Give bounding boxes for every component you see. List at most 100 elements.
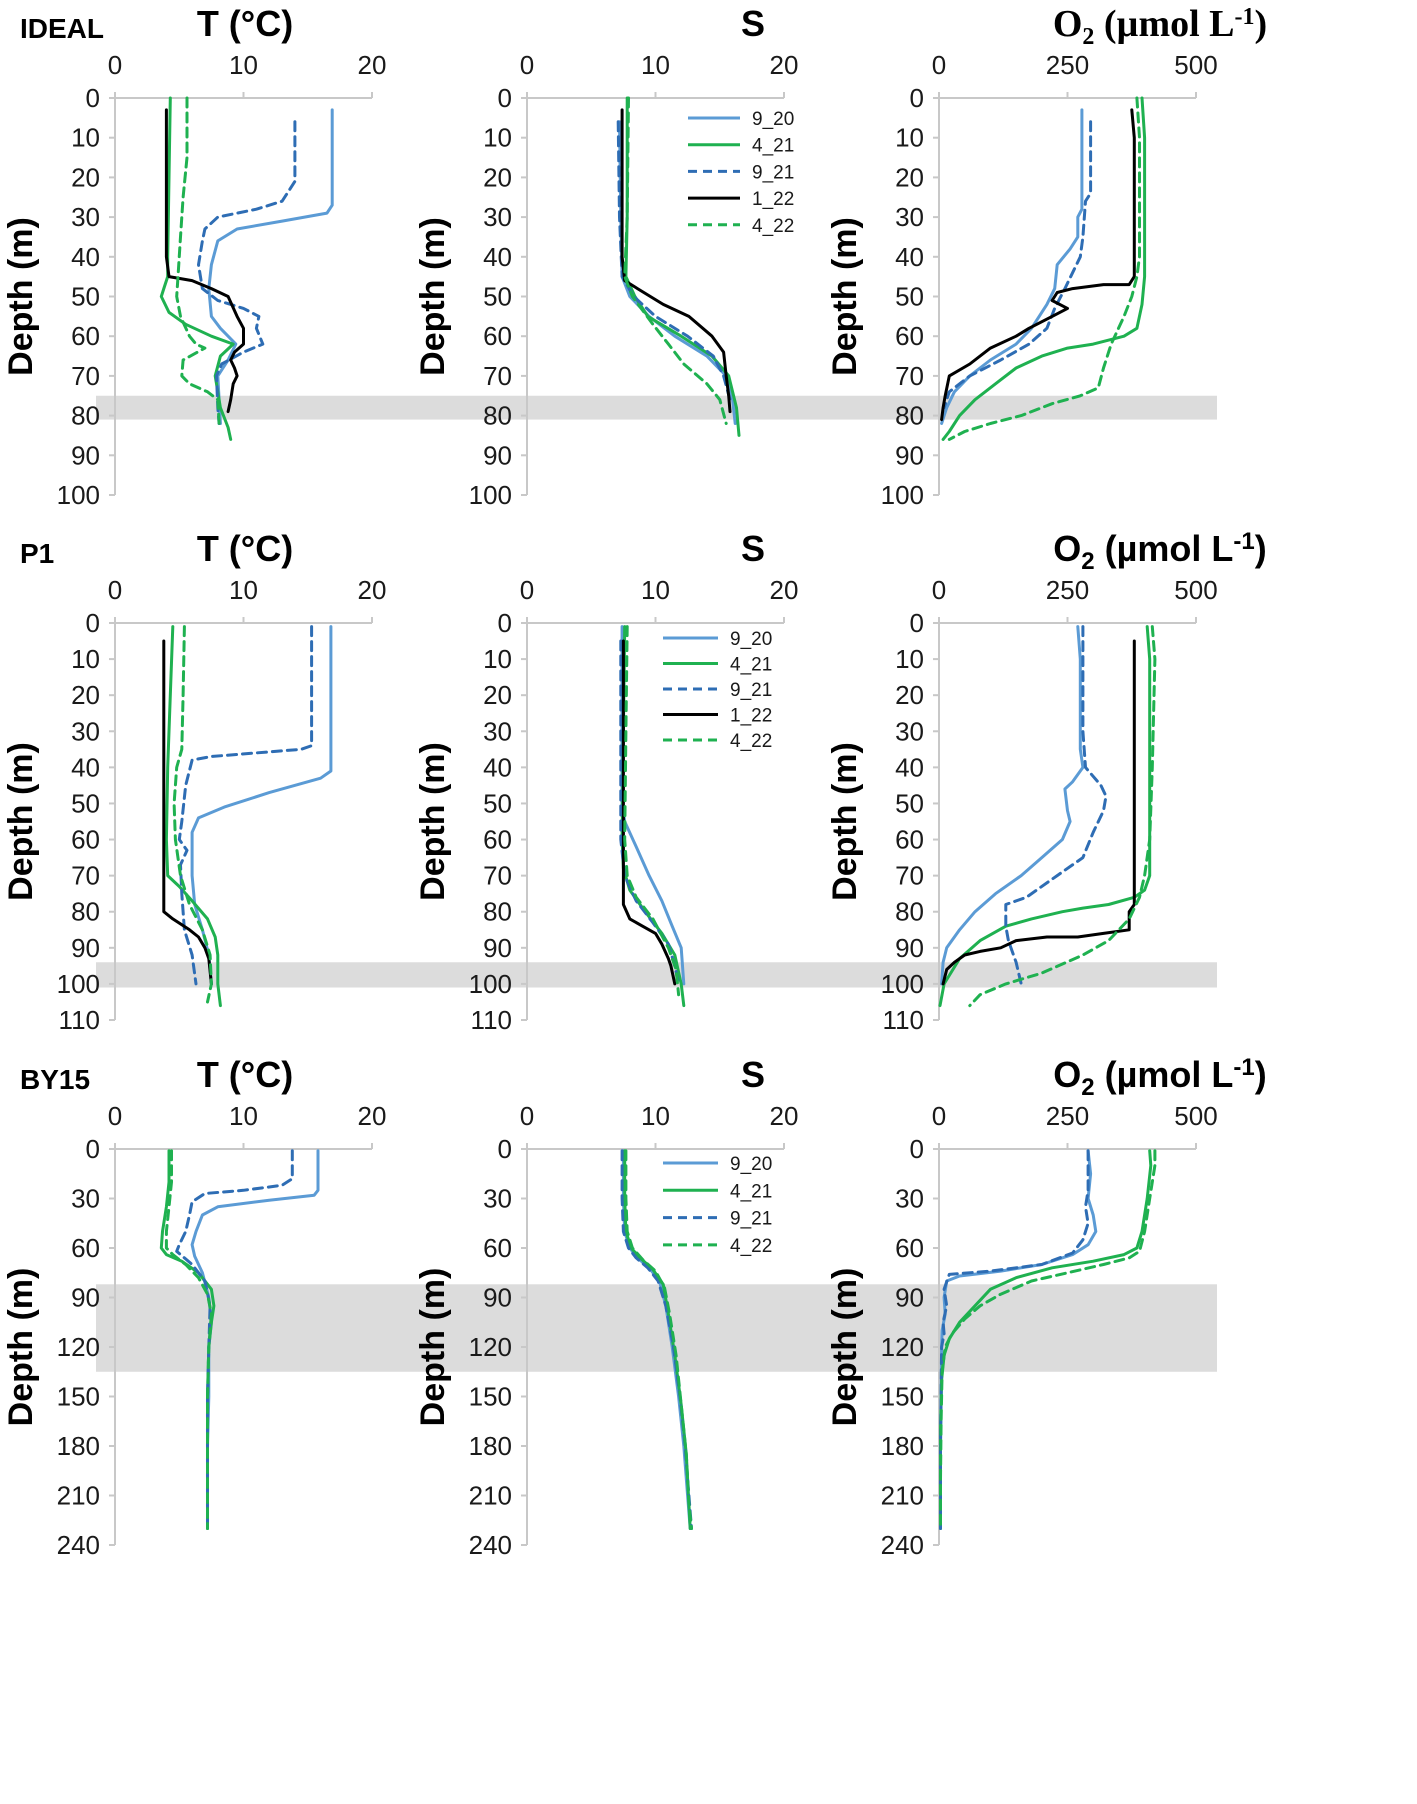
y-tick-label: 50 [71,282,100,312]
x-tick-label: 0 [520,50,534,80]
series-line-4_22 [623,625,681,997]
x-tick-label: 20 [358,50,387,80]
station-label: IDEAL [20,13,104,44]
x-tick-label: 500 [1174,575,1217,605]
y-tick-label: 60 [71,321,100,351]
y-tick-label: 50 [483,788,512,818]
y-axis-label: Depth (m) [414,217,452,376]
depth-band [96,395,1217,420]
y-tick-label: 60 [895,825,924,855]
y-tick-label: 70 [71,361,100,391]
y-tick-label: 120 [57,1332,100,1362]
series-line-4_22 [175,96,221,425]
x-tick-label: 0 [932,1101,946,1131]
y-tick-label: 70 [483,361,512,391]
x-tick-label: 0 [108,50,122,80]
legend-label: 4_22 [730,1236,772,1257]
legend-label: 9_21 [752,162,794,183]
y-axis-label: Depth (m) [414,1268,452,1427]
series-line-4_22 [947,96,1141,441]
y-tick-label: 90 [71,440,100,470]
y-axis-label: Depth (m) [2,1268,40,1427]
series-line-9_21 [942,120,1093,410]
legend-label: 1_22 [752,189,794,210]
panel-title-3: T (°C) [197,528,293,569]
y-tick-label: 10 [895,123,924,153]
x-tick-label: 20 [770,50,799,80]
legend-label: 4_22 [752,216,794,237]
y-tick-label: 60 [895,1233,924,1263]
series-line-9_20 [190,625,333,986]
x-tick-label: 10 [229,1101,258,1131]
panel-title-4: S [741,528,765,569]
panel-title-8: O2 (µmol L-1) [1053,1054,1266,1101]
y-tick-label: 70 [71,861,100,891]
legend-label: 9_21 [730,1209,772,1230]
y-tick-label: 80 [71,401,100,431]
series-line-9_20 [618,120,737,425]
y-tick-label: 210 [881,1481,924,1511]
y-tick-label: 50 [483,282,512,312]
y-tick-label: 180 [469,1431,512,1461]
y-tick-label: 90 [71,933,100,963]
y-tick-label: 30 [483,202,512,232]
y-axis-label: Depth (m) [414,742,452,901]
y-tick-label: 150 [57,1382,100,1412]
y-tick-label: 60 [895,321,924,351]
depth-band [96,1284,1217,1372]
y-tick-label: 40 [895,752,924,782]
y-tick-label: 40 [483,752,512,782]
y-tick-label: 110 [59,1005,100,1035]
y-tick-label: 90 [895,1283,924,1313]
y-tick-label: 110 [471,1005,512,1035]
series-line-4_22 [624,1149,693,1530]
x-tick-label: 20 [770,575,799,605]
y-tick-label: 0 [910,608,924,638]
panel-title-7: S [741,1054,765,1095]
x-tick-label: 250 [1046,575,1089,605]
y-tick-label: 90 [483,1283,512,1313]
y-tick-label: 30 [483,716,512,746]
y-tick-label: 180 [881,1431,924,1461]
y-tick-label: 0 [498,1134,512,1164]
y-tick-label: 20 [71,162,100,192]
profile-lines [159,96,1157,1530]
y-tick-label: 30 [483,1184,512,1214]
panel-title-0: T (°C) [197,3,293,44]
x-tick-label: 20 [770,1101,799,1131]
y-tick-label: 70 [895,361,924,391]
y-tick-label: 100 [469,480,512,510]
y-tick-label: 120 [469,1332,512,1362]
series-line-4_21 [620,625,686,1008]
y-tick-label: 40 [895,242,924,272]
y-tick-label: 80 [483,897,512,927]
panel-title-6: T (°C) [197,1054,293,1095]
y-tick-label: 50 [71,788,100,818]
series-line-1_22 [164,108,245,414]
y-tick-label: 150 [469,1382,512,1412]
x-tick-label: 0 [520,1101,534,1131]
y-tick-label: 0 [86,1134,100,1164]
series-line-1_22 [940,108,1136,422]
series-line-1_22 [620,108,732,414]
y-tick-label: 60 [483,1233,512,1263]
y-axis-label: Depth (m) [2,217,40,376]
series-line-4_21 [941,96,1147,441]
x-tick-label: 10 [229,50,258,80]
y-tick-label: 20 [71,680,100,710]
series-line-4_22 [172,625,213,1004]
panel-title-1: S [741,3,765,44]
y-tick-label: 90 [483,440,512,470]
series-line-4_21 [938,625,1152,1008]
y-tick-label: 100 [57,969,100,999]
y-tick-label: 90 [71,1283,100,1313]
legend-label: 4_21 [752,136,794,157]
legend-label: 9_20 [730,629,772,650]
y-tick-label: 40 [483,242,512,272]
y-tick-label: 0 [910,83,924,113]
y-tick-label: 80 [895,401,924,431]
y-axis-label: Depth (m) [2,742,40,901]
x-tick-label: 0 [108,1101,122,1131]
y-tick-label: 0 [86,608,100,638]
